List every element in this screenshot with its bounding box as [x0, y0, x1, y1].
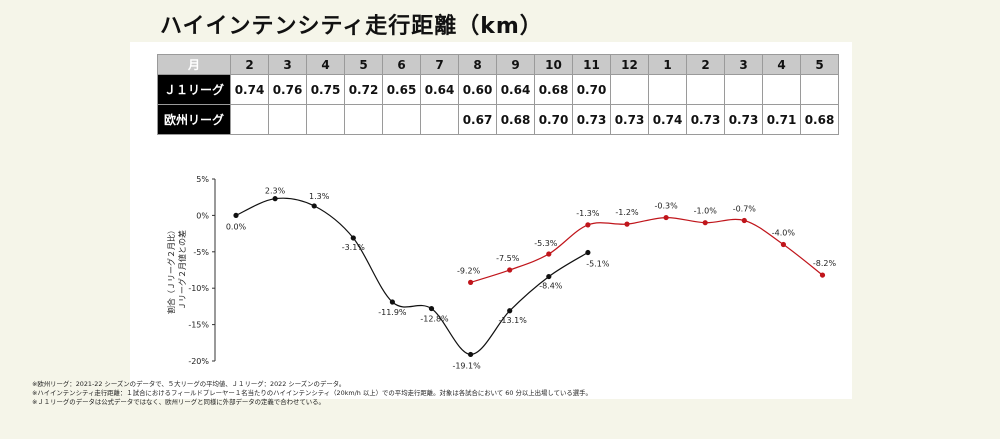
value-cell: 0.71	[762, 104, 801, 135]
data-point	[585, 222, 591, 228]
data-point	[663, 214, 669, 221]
value-cell: 0.70	[534, 104, 573, 135]
month-cell: 6	[382, 54, 421, 75]
y-axis-label: 割合（Ｊリーグ２月比）	[166, 226, 176, 314]
value-cell	[610, 74, 649, 105]
month-cell: 10	[534, 54, 573, 75]
value-cell: 0.72	[344, 74, 383, 105]
data-point	[780, 241, 787, 248]
month-cell: 5	[344, 54, 383, 75]
value-cell	[724, 74, 763, 105]
data-label: -7.5%	[496, 254, 520, 263]
value-cell: 0.73	[572, 104, 611, 135]
table-header-row: 月 2 3 4 5 6 7 8 9 10 11 12 1 2 3 4 5	[157, 54, 839, 75]
page-title: ハイインテンシティ走行距離（km）	[160, 14, 543, 39]
data-point	[350, 235, 356, 241]
data-label: -1.3%	[576, 209, 600, 218]
row-label-j1: Ｊ１リーグ	[157, 74, 231, 105]
data-label: -8.4%	[539, 282, 563, 291]
footnote: ※Ｊ１リーグのデータは公式データではなく、欧州リーグと同様に外部データの定義で合…	[32, 398, 325, 406]
value-cell: 0.73	[686, 104, 725, 135]
data-label: 2.3%	[265, 187, 286, 196]
y-axis-label: Ｊリーグ２月値との差	[177, 230, 187, 310]
value-cell	[800, 74, 839, 105]
data-point	[546, 273, 552, 280]
month-cell: 5	[800, 54, 839, 75]
data-label: -3.1%	[342, 243, 366, 252]
value-cell: 0.74	[230, 74, 269, 105]
series-line-j1	[235, 197, 589, 356]
data-point	[702, 220, 708, 226]
data-point	[389, 299, 395, 305]
y-tick-label: -20%	[188, 357, 209, 366]
y-tick-label: -15%	[188, 321, 209, 330]
data-label: -11.9%	[378, 308, 407, 317]
data-label: -0.7%	[733, 204, 757, 213]
value-cell	[344, 104, 383, 135]
value-cell: 0.65	[382, 74, 421, 105]
data-point	[428, 305, 435, 312]
data-label: -4.0%	[772, 229, 796, 238]
value-cell: 0.70	[572, 74, 611, 105]
data-point	[272, 196, 278, 202]
y-tick-label: 0%	[196, 211, 209, 220]
value-cell: 0.68	[496, 104, 535, 135]
value-cell	[382, 104, 421, 135]
data-label: 1.3%	[309, 192, 330, 201]
data-point	[233, 212, 239, 218]
data-point	[507, 308, 513, 314]
data-label: -19.1%	[452, 361, 481, 370]
value-cell: 0.68	[534, 74, 573, 105]
footnote: ※ハイインテンシティ走行距離：１試合におけるフィールドプレーヤー１名当たりのハイ…	[32, 389, 592, 397]
row-label-europe: 欧州リーグ	[157, 104, 231, 135]
data-point	[468, 279, 474, 285]
data-label: -12.8%	[420, 315, 449, 324]
month-cell: 2	[230, 54, 269, 75]
value-cell	[230, 104, 269, 135]
value-cell: 0.74	[648, 104, 687, 135]
value-cell	[306, 104, 345, 135]
value-cell: 0.68	[800, 104, 839, 135]
month-cell: 3	[268, 54, 307, 75]
series-line-europe	[470, 216, 823, 283]
value-cell: 0.73	[610, 104, 649, 135]
data-table: 月 2 3 4 5 6 7 8 9 10 11 12 1 2 3 4 5 Ｊ１リ…	[157, 54, 839, 135]
data-point	[546, 251, 552, 257]
value-cell	[686, 74, 725, 105]
month-cell: 12	[610, 54, 649, 75]
data-label: -0.3%	[654, 202, 678, 211]
value-cell: 0.75	[306, 74, 345, 105]
y-tick-label: 5%	[196, 175, 209, 184]
data-label: -13.1%	[499, 316, 528, 325]
data-point	[507, 267, 513, 273]
value-cell	[420, 104, 459, 135]
value-cell: 0.73	[724, 104, 763, 135]
value-cell: 0.64	[420, 74, 459, 105]
footnote: ※欧州リーグ：2021-22 シーズンのデータで、５大リーグの平均値、Ｊ１リーグ…	[32, 380, 346, 388]
data-label: -9.2%	[457, 266, 481, 275]
data-point	[311, 203, 317, 209]
data-label: -1.0%	[694, 207, 718, 216]
data-point	[741, 217, 747, 224]
y-tick-label: -5%	[193, 248, 209, 257]
data-point	[585, 249, 591, 256]
table-row-europe: 欧州リーグ 0.67 0.68 0.70 0.73 0.73 0.74 0.73…	[157, 104, 839, 135]
y-tick-label: -10%	[188, 284, 209, 293]
data-label: -1.2%	[615, 208, 639, 217]
data-point	[468, 351, 474, 358]
data-point	[624, 221, 630, 227]
month-cell: 2	[686, 54, 725, 75]
table-row-j1: Ｊ１リーグ 0.74 0.76 0.75 0.72 0.65 0.64 0.60…	[157, 74, 839, 105]
footnotes: ※欧州リーグ：2021-22 シーズンのデータで、５大リーグの平均値、Ｊ１リーグ…	[32, 380, 592, 407]
data-label: -8.2%	[813, 259, 837, 268]
month-cell: 1	[648, 54, 687, 75]
data-label: -5.1%	[586, 260, 610, 269]
data-label: 0.0%	[226, 222, 247, 231]
value-cell: 0.67	[458, 104, 497, 135]
data-point	[819, 272, 826, 278]
month-cell: 7	[420, 54, 459, 75]
data-label: -5.3%	[534, 239, 558, 248]
